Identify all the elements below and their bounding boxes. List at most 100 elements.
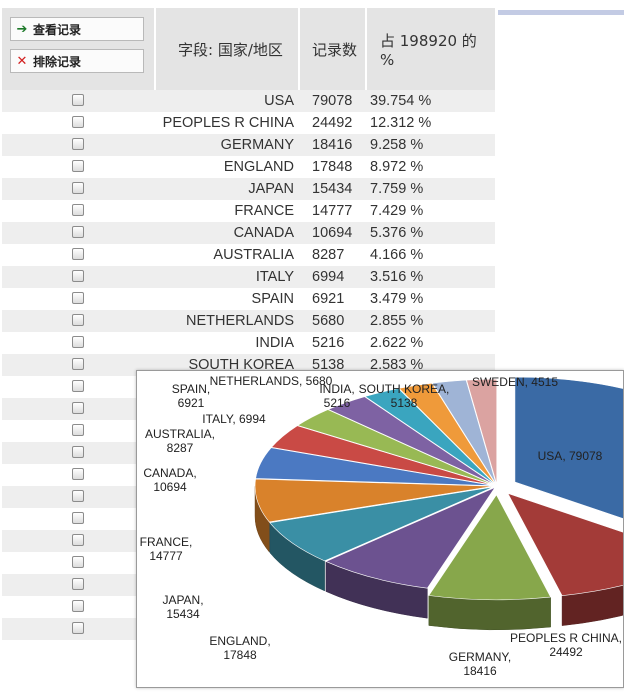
row-count: 5138: [312, 357, 345, 373]
row-count: 79078: [312, 93, 353, 109]
row-checkbox[interactable]: [72, 248, 84, 260]
row-checkbox[interactable]: [72, 94, 84, 106]
pie-slice-label: INDIA, 5216: [319, 382, 354, 410]
pie-slice: [514, 376, 623, 519]
row-country: SOUTH KOREA: [188, 357, 294, 373]
row-checkbox[interactable]: [72, 578, 84, 590]
row-country: USA: [264, 93, 294, 109]
row-checkbox[interactable]: [72, 424, 84, 436]
pie-slice: [269, 486, 494, 562]
exclude-records-button[interactable]: ✕ 排除记录: [10, 49, 144, 73]
row-count: 24492: [312, 115, 353, 131]
table-row: CANADA 10694 5.376 %: [2, 222, 495, 244]
row-checkbox[interactable]: [72, 402, 84, 414]
row-checkbox[interactable]: [72, 490, 84, 502]
row-checkbox[interactable]: [72, 534, 84, 546]
row-percent: 2.622 %: [370, 335, 424, 351]
exclude-records-label: 排除记录: [33, 54, 82, 69]
row-country: ENGLAND: [223, 159, 294, 175]
pie-slice-label: AUSTRALIA, 8287: [145, 427, 215, 455]
row-checkbox[interactable]: [72, 116, 84, 128]
table-row: ITALY 6994 3.516 %: [2, 266, 495, 288]
row-percent: 2.855 %: [370, 313, 424, 329]
row-checkbox[interactable]: [72, 292, 84, 304]
row-percent: 3.516 %: [370, 269, 424, 285]
pie-slice-label: JAPAN, 15434: [162, 593, 203, 621]
pie-slice-label: ENGLAND, 17848: [209, 634, 270, 662]
table-row: PEOPLES R CHINA 24492 12.312 %: [2, 112, 495, 134]
row-count: 5680: [312, 313, 345, 329]
row-checkbox[interactable]: [72, 336, 84, 348]
row-checkbox[interactable]: [72, 380, 84, 392]
row-checkbox[interactable]: [72, 270, 84, 282]
row-count: 5216: [312, 335, 345, 351]
row-country: AUSTRALIA: [213, 247, 294, 263]
pie-slice: [398, 382, 496, 485]
row-country: NETHERLANDS: [186, 313, 294, 329]
close-icon: ✕: [16, 53, 28, 69]
country-pie-chart: USA, 79078 PEOPLES R CHINA, 24492 GERMANY, 1…: [136, 370, 624, 688]
row-percent: 4.166 %: [370, 247, 424, 263]
pie-slice-label: PEOPLES R CHINA, 24492: [510, 631, 622, 659]
row-checkbox[interactable]: [72, 204, 84, 216]
pie-slice: [428, 494, 552, 601]
table-row: [2, 376, 495, 398]
table-row: SPAIN 6921 3.479 %: [2, 288, 495, 310]
pie-slice: [507, 492, 623, 596]
pie-slice: [325, 486, 496, 589]
table-row: JAPAN 15434 7.759 %: [2, 178, 495, 200]
row-percent: 3.479 %: [370, 291, 424, 307]
header-accent-line: [498, 10, 624, 15]
pie-slice-side: [428, 595, 551, 631]
arrow-right-icon: ➔: [16, 21, 28, 37]
row-country: PEOPLES R CHINA: [162, 115, 294, 131]
table-row: [2, 596, 495, 618]
row-percent: 7.429 %: [370, 203, 424, 219]
column-header-field[interactable]: 字段: 国家/地区: [178, 40, 283, 59]
row-checkbox[interactable]: [72, 512, 84, 524]
table-row: [2, 508, 495, 530]
row-percent: 8.972 %: [370, 159, 424, 175]
pie-slice-label: GERMANY, 18416: [449, 650, 511, 678]
row-percent: 39.754 %: [370, 93, 432, 109]
view-records-label: 查看记录: [33, 22, 82, 37]
row-checkbox[interactable]: [72, 600, 84, 612]
pie-slice: [254, 478, 494, 523]
row-count: 18416: [312, 137, 353, 153]
row-checkbox[interactable]: [72, 314, 84, 326]
row-percent: 7.759 %: [370, 181, 424, 197]
row-percent: 5.376 %: [370, 225, 424, 241]
row-checkbox[interactable]: [72, 358, 84, 370]
header-divider: [298, 8, 300, 90]
row-checkbox[interactable]: [72, 622, 84, 634]
row-count: 17848: [312, 159, 353, 175]
pie-slice-label: SWEDEN, 4515: [472, 375, 558, 389]
pie-slice-label: USA, 79078: [538, 449, 603, 463]
row-country: FRANCE: [234, 203, 294, 219]
pie-slice: [255, 447, 494, 486]
table-row: [2, 464, 495, 486]
pie-slice: [327, 396, 495, 485]
table-row: AUSTRALIA 8287 4.166 %: [2, 244, 495, 266]
row-checkbox[interactable]: [72, 446, 84, 458]
pie-slice: [364, 388, 496, 485]
pie-slice-label: FRANCE, 14777: [140, 535, 193, 563]
row-checkbox[interactable]: [72, 182, 84, 194]
pie-slice-label: CANADA, 10694: [143, 466, 196, 494]
row-count: 15434: [312, 181, 353, 197]
row-checkbox[interactable]: [72, 160, 84, 172]
row-checkbox[interactable]: [72, 138, 84, 150]
row-count: 10694: [312, 225, 353, 241]
row-checkbox[interactable]: [72, 556, 84, 568]
table-row: INDIA 5216 2.622 %: [2, 332, 495, 354]
table-row: NETHERLANDS 5680 2.855 %: [2, 310, 495, 332]
table-row: USA 79078 39.754 %: [2, 90, 495, 112]
row-checkbox[interactable]: [72, 468, 84, 480]
column-header-percent[interactable]: 占 198920 的 %: [380, 31, 477, 69]
column-header-count[interactable]: 记录数: [312, 40, 358, 59]
view-records-button[interactable]: ➔ 查看记录: [10, 17, 144, 41]
row-country: CANADA: [233, 225, 294, 241]
row-country: INDIA: [255, 335, 294, 351]
row-checkbox[interactable]: [72, 226, 84, 238]
